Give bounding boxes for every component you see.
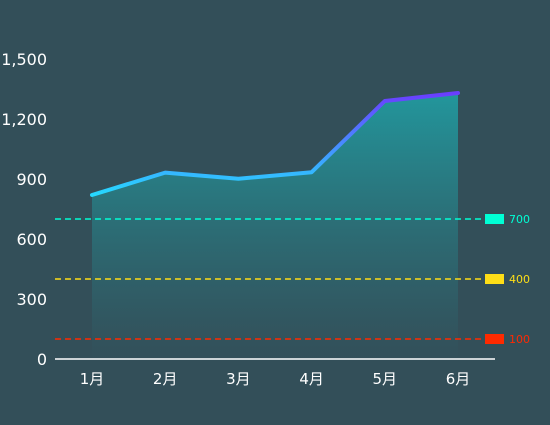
- mark-label-700: 700: [509, 213, 530, 226]
- mark-label-100: 100: [509, 333, 530, 346]
- series-line: [90, 91, 460, 197]
- x-tick-label: 2月: [153, 370, 178, 388]
- x-tick-label: 4月: [299, 370, 324, 388]
- area-layer: [92, 93, 458, 359]
- y-tick-label: 0: [37, 350, 47, 369]
- x-tick-label: 6月: [446, 370, 471, 388]
- mark-swatch-400: [485, 274, 504, 284]
- y-tick-label: 1,500: [1, 50, 47, 69]
- series-area: [92, 93, 458, 359]
- mark-label-400: 400: [509, 273, 530, 286]
- mark-lines: 700 400 100: [55, 213, 530, 346]
- y-tick-label: 900: [16, 170, 47, 189]
- x-tick-label: 3月: [226, 370, 251, 388]
- x-tick-label: 5月: [373, 370, 398, 388]
- y-tick-label: 1,200: [1, 110, 47, 129]
- y-tick-label: 300: [16, 290, 47, 309]
- axes: 0 300 600 900 1,200 1,500 1月 2月 3月 4月 5月 6月: [1, 50, 495, 388]
- line-layer: [90, 91, 460, 197]
- mark-swatch-100: [485, 334, 504, 344]
- x-tick-label: 1月: [80, 370, 105, 388]
- mark-swatch-700: [485, 214, 504, 224]
- y-tick-label: 600: [16, 230, 47, 249]
